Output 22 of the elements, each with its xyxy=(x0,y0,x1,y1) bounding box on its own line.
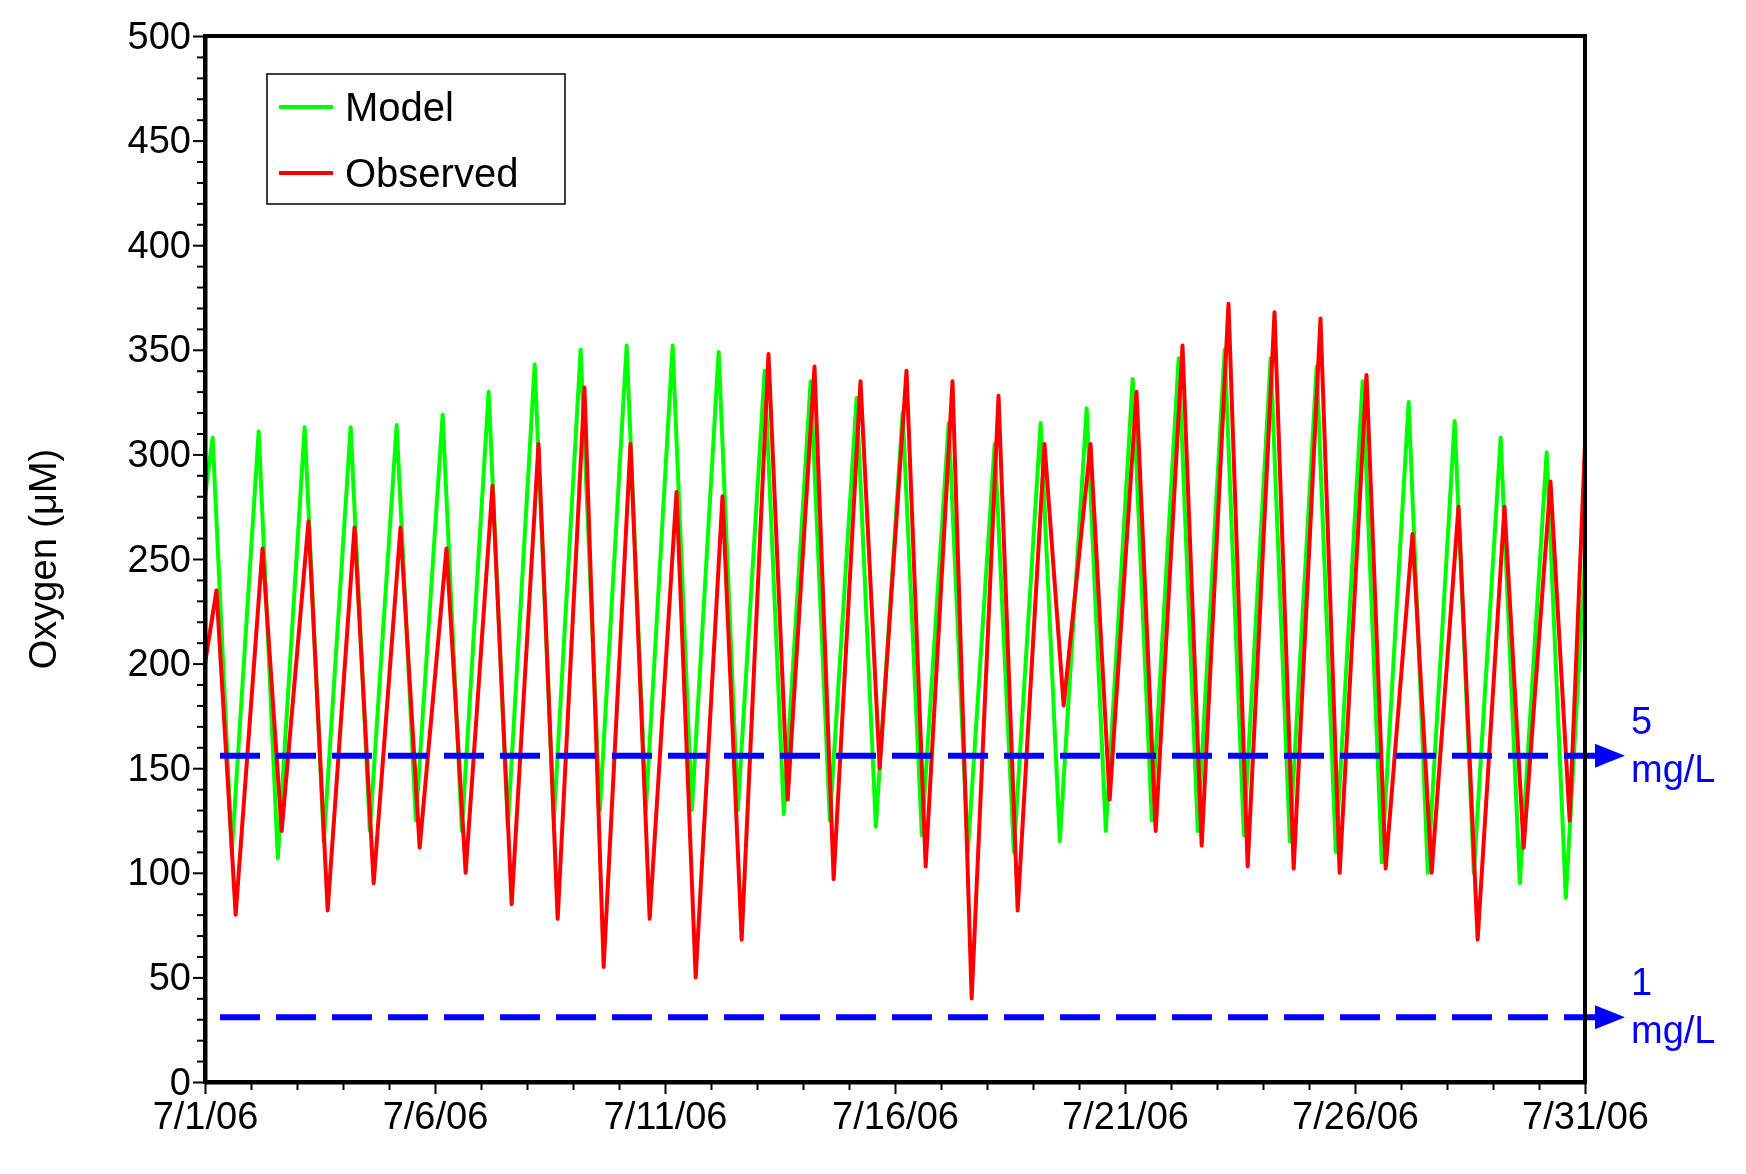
y-tick-label: 400 xyxy=(127,223,191,266)
y-tick-label: 350 xyxy=(127,328,191,371)
x-tick-label: 7/16/06 xyxy=(832,1094,959,1137)
legend-label: Model xyxy=(345,85,454,129)
y-axis-title: Oxygen (μM) xyxy=(22,448,64,670)
ref-line-label: 5 mg/L xyxy=(1631,699,1716,790)
x-tick-label: 7/31/06 xyxy=(1522,1094,1649,1137)
y-tick-label: 150 xyxy=(127,746,191,789)
x-tick-label: 7/26/06 xyxy=(1292,1094,1419,1137)
x-tick-label: 7/21/06 xyxy=(1062,1094,1189,1137)
x-tick-label: 7/6/06 xyxy=(382,1094,489,1137)
y-tick-label: 200 xyxy=(127,642,191,685)
y-tick-label: 50 xyxy=(148,956,191,999)
y-tick-label: 100 xyxy=(127,851,191,894)
y-tick-label: 300 xyxy=(127,433,191,476)
ref-line-label: 1 mg/L xyxy=(1631,961,1716,1052)
x-tick-label: 7/11/06 xyxy=(603,1094,728,1137)
y-tick-label: 250 xyxy=(127,537,191,580)
y-tick-label: 450 xyxy=(127,119,191,162)
legend-label: Observed xyxy=(345,151,519,195)
y-tick-label: 500 xyxy=(127,14,191,57)
x-tick-label: 7/1/06 xyxy=(152,1094,259,1137)
